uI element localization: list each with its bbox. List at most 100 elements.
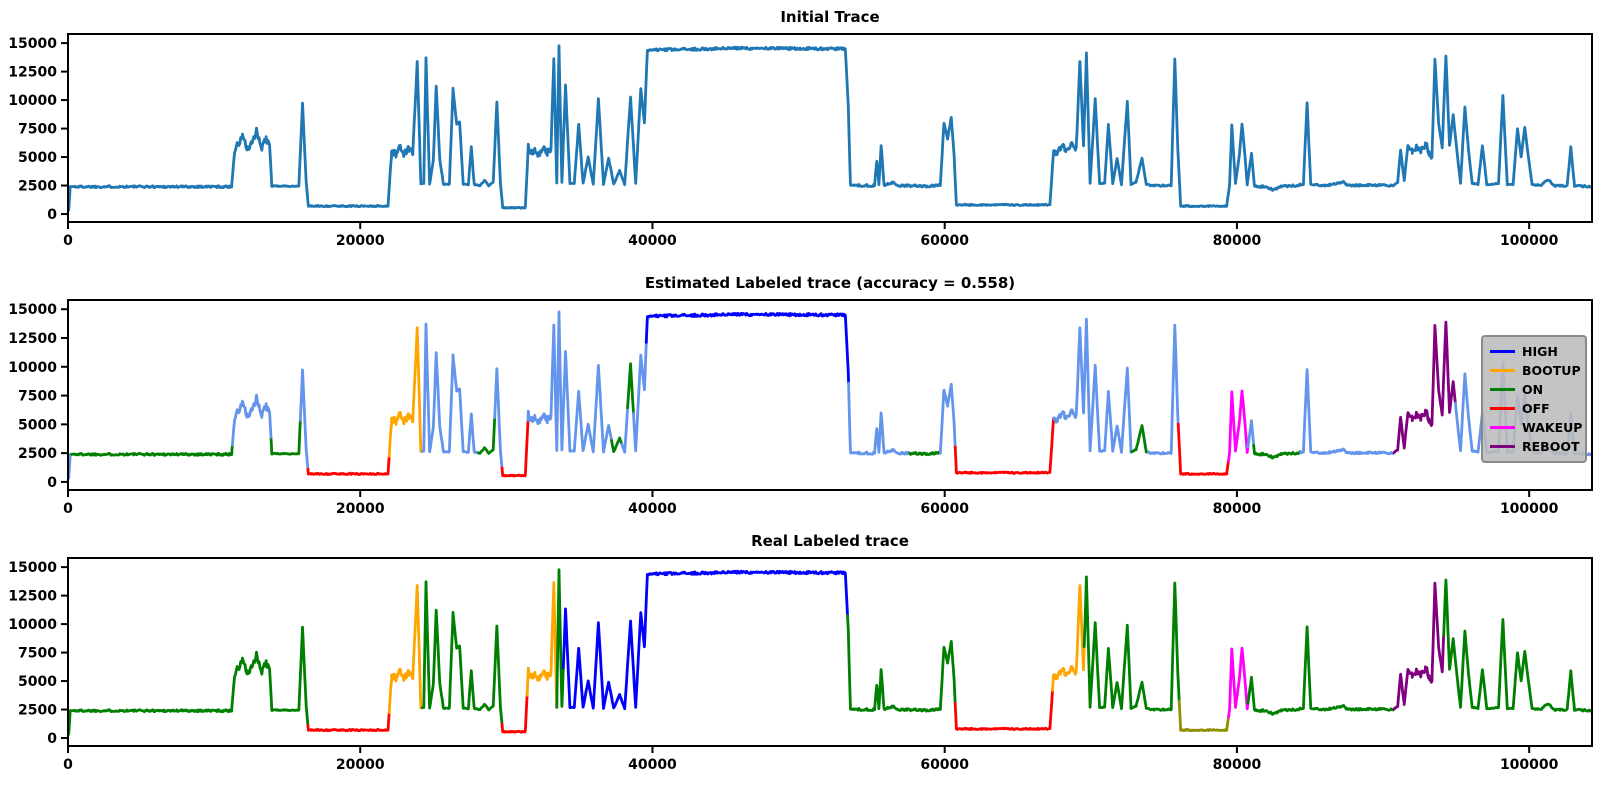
trace-segment-on — [477, 416, 497, 455]
legend-entry-on: ON — [1490, 380, 1579, 399]
trace-segment-bootup — [387, 584, 424, 714]
y-tick-label: 7500 — [18, 646, 57, 662]
x-tick-label: 100000 — [1500, 501, 1559, 517]
legend-entry-high: HIGH — [1490, 342, 1579, 361]
trace-segment-other — [493, 367, 504, 470]
trace-segment-other — [1147, 323, 1180, 456]
legend-line-reboot — [1490, 445, 1515, 448]
trace-segment-on — [846, 614, 957, 713]
trace-segment-other — [847, 381, 911, 456]
y-tick-label: 7500 — [18, 389, 57, 405]
y-tick-label: 12500 — [8, 331, 57, 347]
trace-segment-reboot — [1392, 581, 1446, 711]
x-tick-label: 40000 — [628, 501, 677, 517]
y-tick-label: 5000 — [18, 150, 57, 166]
trace-segment-other — [298, 368, 310, 471]
trace-segment-on — [908, 450, 942, 457]
x-tick-label: 0 — [63, 501, 73, 517]
legend: HIGH BOOTUP ON OFF WAKEUP REBOOT — [1481, 335, 1587, 463]
plot2-trace — [68, 310, 1592, 480]
trace-segment-other — [230, 393, 273, 447]
trace-segment-on — [68, 625, 310, 736]
legend-line-bootup — [1490, 369, 1515, 372]
trace-segment-bootup — [525, 581, 559, 709]
trace-segment-wakeup — [1227, 646, 1250, 719]
plot3-title: Real Labeled trace — [751, 532, 909, 550]
legend-entry-bootup: BOOTUP — [1490, 361, 1581, 380]
plot1-trace — [68, 44, 1592, 212]
y-tick-label: 5000 — [18, 417, 57, 433]
trace-segment-other — [938, 382, 957, 455]
trace-segment-off — [953, 689, 1054, 731]
trace-segment-other — [620, 406, 629, 454]
trace-segment-on — [1082, 575, 1181, 712]
legend-entry-reboot: REBOOT — [1490, 437, 1579, 456]
x-tick-label: 0 — [63, 757, 73, 773]
plot1-title: Initial Trace — [780, 8, 880, 26]
x-tick-label: 100000 — [1500, 757, 1559, 773]
trace-segment-off — [953, 416, 1056, 475]
y-tick-label: 2500 — [18, 703, 57, 719]
legend-line-off — [1490, 407, 1515, 410]
trace-segment-bootup — [1051, 584, 1086, 692]
trace-segment-on — [1246, 625, 1396, 716]
trace-segment-idle — [1177, 699, 1230, 733]
trace-segment-on — [626, 362, 635, 415]
plot1-spines — [67, 33, 1593, 223]
y-tick-label: 2500 — [18, 446, 57, 462]
y-tick-label: 12500 — [8, 589, 57, 605]
trace-segment-on — [1130, 424, 1150, 454]
y-tick-label: 5000 — [18, 674, 57, 690]
y-tick-label: 10000 — [8, 617, 57, 633]
y-tick-label: 15000 — [8, 36, 57, 52]
x-tick-label: 60000 — [920, 757, 969, 773]
x-tick-label: 80000 — [1213, 501, 1262, 517]
legend-line-on — [1490, 388, 1515, 391]
trace-segment-other — [1299, 368, 1396, 456]
x-tick-label: 60000 — [920, 501, 969, 517]
x-tick-label: 80000 — [1213, 233, 1262, 249]
trace-segment-on — [269, 418, 302, 456]
plot2-spines — [67, 299, 1593, 491]
trace-segment-raw — [68, 44, 1592, 212]
y-tick-label: 2500 — [18, 179, 57, 195]
x-tick-label: 40000 — [628, 233, 677, 249]
trace-segment-other — [1246, 419, 1256, 449]
trace-segment-on — [420, 580, 504, 726]
plot2-title: Estimated Labeled trace (accuracy = 0.55… — [644, 274, 1016, 292]
trace-segment-reboot — [1392, 320, 1457, 455]
trace-segment-on — [555, 568, 565, 709]
plot1: 0 20000 40000 60000 80000 100000 0 2500 5000 7500… — [8, 33, 1593, 249]
trace-segment-on — [610, 436, 624, 454]
trace-segment-on — [1252, 444, 1302, 460]
trace-segment-off — [1176, 422, 1230, 476]
legend-entry-wakeup: WAKEUP — [1490, 418, 1582, 437]
x-tick-label: 40000 — [628, 757, 677, 773]
trace-segment-bootup — [387, 326, 424, 458]
y-tick-label: 0 — [47, 207, 57, 223]
y-tick-label: 12500 — [8, 65, 57, 81]
y-tick-label: 15000 — [8, 302, 57, 318]
plot3-trace — [68, 568, 1592, 736]
trace-segment-off — [500, 693, 529, 734]
y-tick-label: 15000 — [8, 560, 57, 576]
trace-segment-off — [306, 454, 391, 476]
y-tick-label: 10000 — [8, 93, 57, 109]
legend-line-wakeup — [1490, 426, 1515, 429]
trace-segment-other — [632, 340, 648, 453]
x-tick-label: 20000 — [336, 501, 385, 517]
plot2: 0 20000 40000 60000 80000 100000 0 2500 5000 7500… — [8, 299, 1593, 517]
x-tick-label: 20000 — [336, 233, 385, 249]
trace-segment-on — [1442, 578, 1592, 713]
y-tick-label: 0 — [47, 475, 57, 491]
x-tick-label: 80000 — [1213, 757, 1262, 773]
trace-segment-off — [306, 711, 391, 733]
legend-entry-off: OFF — [1490, 399, 1579, 418]
trace-segment-high — [561, 569, 849, 711]
trace-segment-wakeup — [1227, 389, 1250, 463]
trace-segment-other — [526, 310, 613, 454]
y-tick-label: 10000 — [8, 360, 57, 376]
legend-line-high — [1490, 350, 1515, 353]
